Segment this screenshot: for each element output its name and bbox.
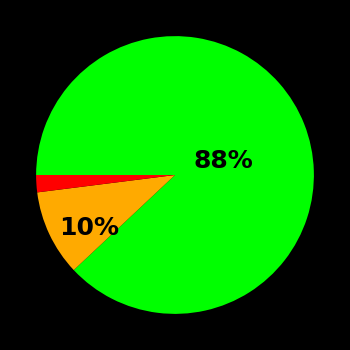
Wedge shape	[36, 175, 175, 192]
Wedge shape	[37, 175, 175, 270]
Text: 88%: 88%	[194, 149, 253, 173]
Wedge shape	[36, 36, 314, 314]
Text: 10%: 10%	[59, 216, 119, 240]
